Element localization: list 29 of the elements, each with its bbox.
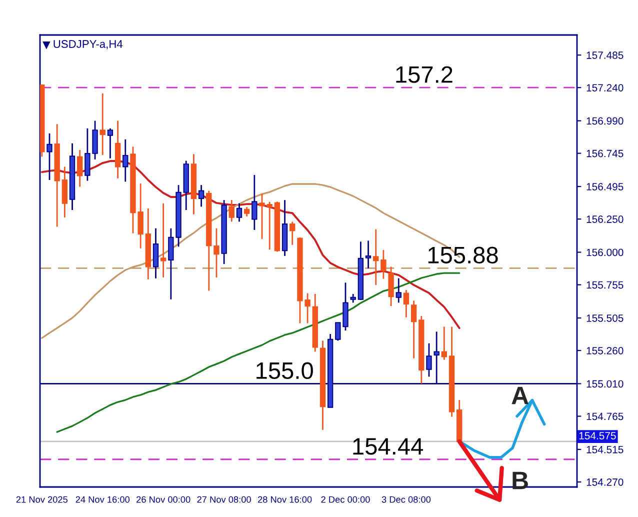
x-tick-label: 28 Nov 16:00 (258, 496, 312, 503)
x-tick-label: 3 Dec 08:00 (382, 496, 431, 503)
y-tick-label: 154.515 (586, 446, 624, 454)
chart-title: USDJPY-a,H4 (54, 40, 123, 50)
ref-line-label: 157.2 (396, 66, 452, 83)
y-tick-label: 157.240 (586, 84, 624, 92)
x-tick-label: 21 Nov 2025 (16, 496, 68, 503)
y-tick-label: 156.000 (586, 248, 624, 256)
x-tick-label: 2 Dec 00:00 (321, 496, 370, 503)
y-tick-label: 155.755 (586, 281, 624, 289)
y-tick-label: 157.485 (586, 52, 624, 59)
y-tick-label: 155.505 (586, 314, 624, 322)
x-tick-label: 24 Nov 16:00 (76, 496, 130, 503)
y-tick-label: 155.260 (586, 347, 624, 354)
x-tick-label: 27 Nov 08:00 (197, 496, 251, 503)
y-tick-label: 154.765 (586, 412, 624, 420)
y-tick-label: 156.495 (586, 183, 624, 190)
y-tick-label: 155.010 (586, 380, 624, 388)
x-tick-label: 26 Nov 00:00 (136, 496, 190, 503)
ref-line-label: 155.88 (428, 246, 498, 264)
y-tick-label: 154.270 (586, 478, 624, 486)
y-tick-label: 156.990 (586, 117, 624, 125)
y-tick-label: 156.250 (586, 216, 624, 223)
ref-line-label: 155.0 (256, 362, 313, 380)
text: B (512, 472, 528, 490)
y-tick-label: 156.745 (586, 150, 624, 158)
ref-line-label: 154.575 (579, 432, 616, 440)
text: A (512, 386, 528, 404)
ref-line-label: 154.44 (353, 438, 423, 455)
